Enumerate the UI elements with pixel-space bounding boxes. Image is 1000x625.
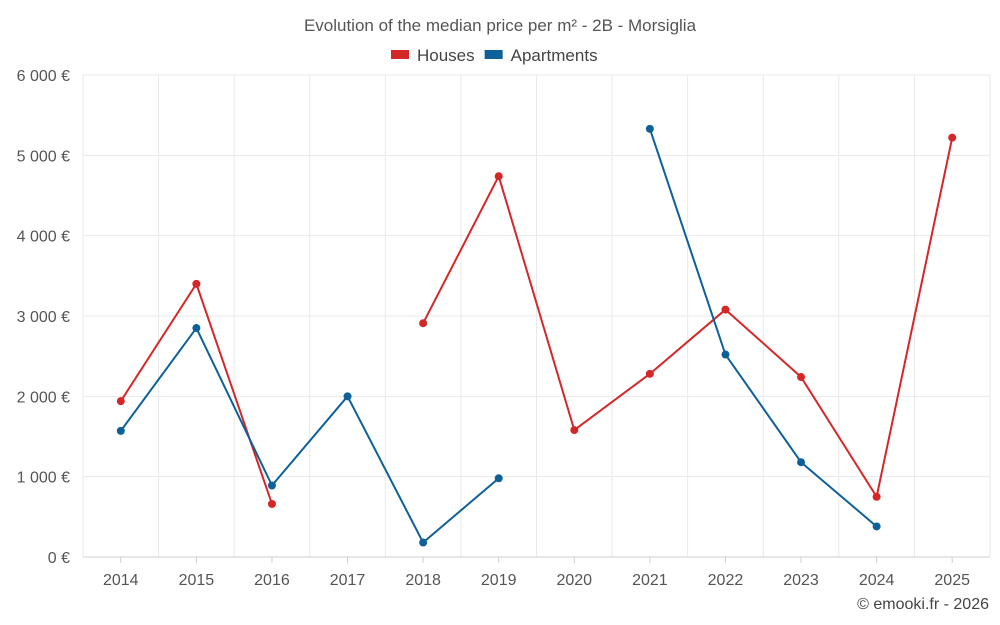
chart-title: Evolution of the median price per m² - 2… [304, 16, 697, 35]
apartments-point-2022[interactable] [721, 350, 730, 359]
x-tick-label: 2022 [708, 572, 744, 589]
houses-point-2019[interactable] [494, 172, 503, 181]
houses-point-2020[interactable] [570, 426, 579, 435]
apartments-point-2016[interactable] [267, 481, 276, 490]
y-tick-label: 2 000 € [17, 389, 70, 406]
apartments-point-2015[interactable] [192, 324, 201, 333]
grid [82, 74, 991, 557]
apartments-point-2021[interactable] [645, 124, 654, 133]
houses-point-2016[interactable] [267, 499, 276, 508]
apartments-line-segment [119, 327, 500, 544]
legend-swatch-houses [391, 50, 409, 59]
houses-point-2015[interactable] [192, 279, 201, 288]
houses-point-2018[interactable] [419, 319, 428, 328]
x-tick-label: 2018 [405, 572, 441, 589]
houses-line-segment [119, 282, 273, 505]
x-tick-label: 2023 [783, 572, 819, 589]
y-axis: 0 € 1 000 € 2 000 € 3 000 € 4 000 € 5 000 € 6 … [17, 68, 70, 567]
x-tick-label: 2014 [103, 572, 139, 589]
x-axis: 2014 2015 2016 2017 2018 2019 2020 2021 2022 2023… [83, 556, 990, 589]
credit-text: © emooki.fr - 2026 [857, 596, 989, 613]
x-tick-label: 2024 [859, 572, 895, 589]
houses-point-2025[interactable] [948, 133, 957, 142]
legend-label-houses[interactable]: Houses [417, 46, 475, 65]
apartments-line-segment [648, 128, 878, 528]
x-tick-label: 2025 [934, 572, 970, 589]
x-tick-label: 2021 [632, 572, 668, 589]
apartments-point-2019[interactable] [494, 474, 503, 483]
x-tick-label: 2016 [254, 572, 290, 589]
houses-point-2021[interactable] [645, 369, 654, 378]
series-layer [116, 124, 957, 547]
x-tick-label: 2020 [556, 572, 592, 589]
y-tick-label: 3 000 € [17, 309, 70, 326]
x-tick-label: 2017 [330, 572, 366, 589]
legend: Houses Apartments [391, 46, 598, 65]
houses-point-2023[interactable] [797, 373, 806, 382]
apartments-point-2024[interactable] [872, 522, 881, 531]
legend-swatch-apartments [484, 50, 503, 59]
legend-label-apartments[interactable]: Apartments [511, 46, 598, 65]
houses-point-2022[interactable] [721, 305, 730, 314]
apartments-point-2017[interactable] [343, 392, 352, 401]
y-tick-label: 1 000 € [17, 470, 70, 487]
x-tick-label: 2015 [179, 572, 215, 589]
y-tick-label: 5 000 € [17, 148, 70, 165]
houses-point-2014[interactable] [116, 397, 125, 406]
series-apartments [116, 124, 881, 547]
apartments-point-2014[interactable] [116, 426, 125, 435]
y-tick-label: 4 000 € [17, 229, 70, 246]
y-tick-label: 6 000 € [17, 68, 70, 85]
series-houses [116, 133, 957, 508]
houses-line-segment [422, 137, 954, 498]
apartments-point-2018[interactable] [419, 538, 428, 547]
apartments-point-2023[interactable] [797, 458, 806, 467]
y-tick-label: 0 € [48, 550, 70, 567]
x-tick-label: 2019 [481, 572, 517, 589]
houses-point-2024[interactable] [872, 492, 881, 501]
